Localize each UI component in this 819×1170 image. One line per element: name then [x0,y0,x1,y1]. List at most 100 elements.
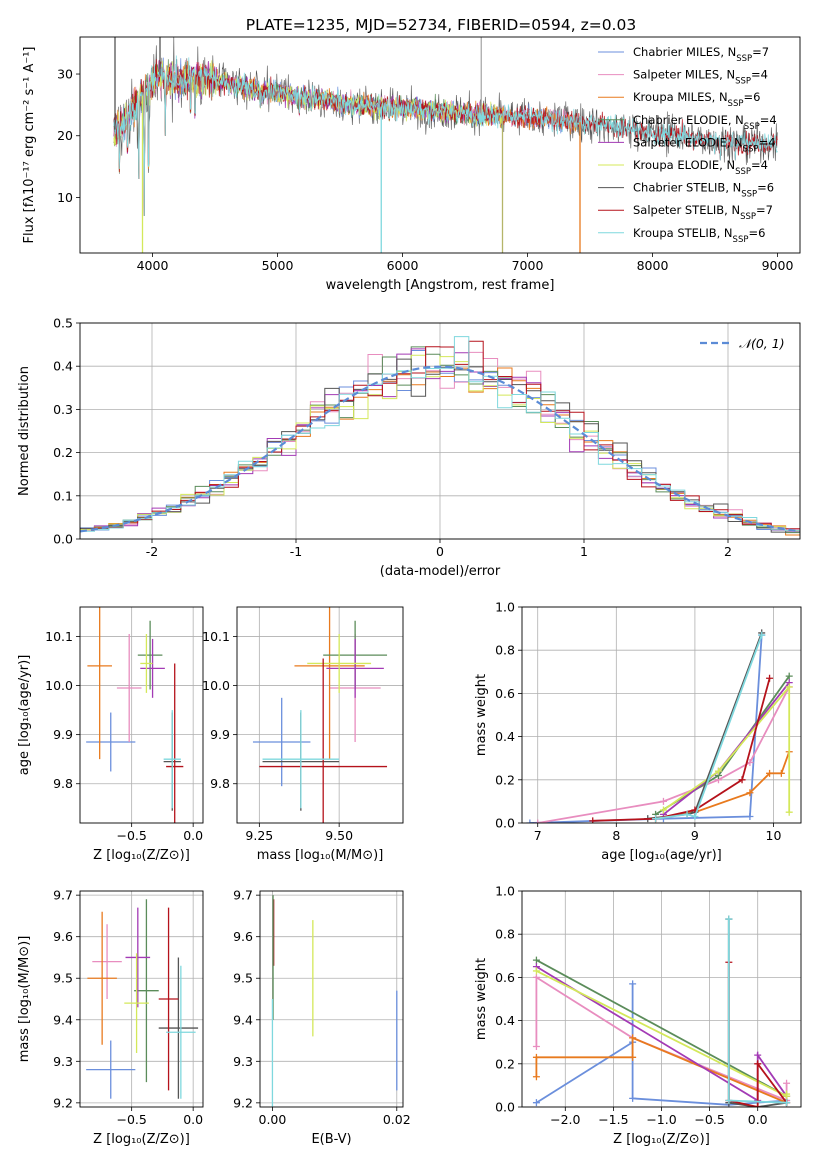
y-tick-label: 0.2 [495,772,515,787]
x-tick-label: 4000 [137,258,169,273]
panel-mass-vs-extinction: 0.00 0.02 9.2 9.3 9.4 9.5 9.6 9.7 E(B-V) [233,888,411,1147]
data-point [746,813,754,821]
errorbar-salpeter-stelib [166,663,184,823]
y-tick-label: 9.4 [233,1012,253,1027]
y-tick-label: 1.0 [495,884,515,899]
data-point [777,769,785,777]
y-axis-label: Flux [fλ10⁻¹⁷ erg cm⁻² s⁻¹ A⁻¹] [22,47,37,244]
y-axis-label: mass weight [474,674,489,756]
y-tick-label: 0.4 [495,729,515,744]
legend-count: =4 [751,158,768,172]
x-tick-label: 0.0 [748,1112,768,1127]
errorbar-salpeter-elodie [140,638,165,698]
axes-frame [79,322,801,540]
series-line [655,675,790,816]
legend-entry: Kroupa MILES, NSSP=6 [633,90,760,109]
x-tick-label: 7 [534,828,542,843]
y-tick-label: 0.2 [495,1056,515,1071]
legend-entry: Kroupa STELIB, NSSP=6 [633,226,765,245]
data-point [629,1053,637,1061]
legend-label: Kroupa STELIB, N [633,226,733,240]
x-tick-label: 9.50 [325,828,353,843]
data-point [532,1053,540,1061]
x-tick-label: 0 [436,544,444,559]
y-tick-label: 9.9 [53,727,73,742]
data-point [766,674,774,682]
data-point [758,631,766,639]
panel-age-vs-mass: 9.25 9.50 9.8 9.9 10.0 10.1 mass [log₁₀(M/M⊙)] [202,606,404,863]
errorbar-chabrier-miles [252,697,311,787]
y-tick-label: 9.5 [53,971,73,986]
x-tick-label: 7000 [512,258,544,273]
y-axis-label: Normed distribution [17,366,32,496]
spectrum-series-kroupa-stelib [113,55,778,217]
legend-label: Chabrier STELIB, N [633,181,741,195]
errorbar-salpeter-elodie [326,638,384,698]
grid [522,890,801,1108]
y-tick-label: 9.6 [233,929,253,944]
data-point [738,776,746,784]
data-point [532,956,540,964]
axes-frame [79,606,204,824]
x-tick-label: −2.0 [550,1112,580,1127]
y-tick-label: 10.0 [45,678,73,693]
x-axis-label: mass [log₁₀(M/M⊙)] [257,848,384,863]
data-point [783,1079,791,1087]
legend-count: =7 [756,203,773,217]
legend-entry: Kroupa ELODIE, NSSP=4 [633,158,768,177]
data-point [629,1034,637,1042]
legend-subscript: SSP [735,77,751,87]
legend-entry: Salpeter MILES, NSSP=4 [633,68,768,87]
y-tick-label: 0.0 [495,816,515,831]
errorbar-salpeter-miles [116,634,142,742]
y-tick-label: 9.8 [53,776,73,791]
y-tick-label: 0.4 [53,359,73,374]
x-tick-label: −1.5 [598,1112,628,1127]
histogram-kroupa-stelib [80,336,800,534]
data-point [783,1090,791,1098]
x-tick-label: 5000 [262,258,294,273]
data-point [629,980,637,988]
plot-area [252,607,388,823]
y-axis-label: mass [log₁₀(M/M⊙)] [17,936,32,1063]
x-axis-label: age [log₁₀(age/yr)] [601,848,722,863]
series-kroupa-miles [652,748,793,823]
errorbar-chabrier-miles [86,1040,136,1099]
legend-entry: Salpeter STELIB, NSSP=7 [633,203,773,222]
errorbar-kroupa-miles [294,607,365,760]
data-point [532,1043,540,1051]
y-tick-label: 0.4 [495,1013,515,1028]
plot-area [113,37,778,253]
data-point [785,683,793,691]
data-point [783,1099,791,1107]
errorbar-kroupa-stelib [262,710,340,809]
data-point [532,973,540,981]
legend-entry: 𝒩(0, 1) [739,336,785,351]
legend-count: =6 [757,181,774,195]
plot-area [271,895,398,1107]
y-tick-label: 9.4 [53,1012,73,1027]
series-kroupa-elodie [659,683,793,816]
y-tick-label: 0.8 [495,643,515,658]
panel-spectrum: 4000 5000 6000 7000 8000 9000 10 20 30 wavelength… [22,36,801,293]
data-point [659,806,667,814]
legend-subscript: SSP [743,144,759,154]
errorbar-kroupa-miles [87,607,112,760]
errorbar-kroupa-stelib [163,710,181,809]
errorbar-salpeter-miles [92,924,122,999]
series-chabrier-miles [526,631,766,823]
data-point [714,767,722,775]
x-axis-label: E(B-V) [311,1132,351,1147]
legend-entry: Chabrier STELIB, NSSP=6 [633,181,774,200]
series-salpeter-stelib [589,674,774,823]
legend-subscript: SSP [733,235,749,245]
x-tick-label: −0.5 [694,1112,724,1127]
legend-entry: Chabrier ELODIE, NSSP=4 [633,113,777,132]
axes-frame [236,606,404,824]
y-tick-label: 0.5 [53,316,73,331]
data-point [691,813,699,821]
series-kroupa-elodie [532,967,791,1100]
data-point [683,810,691,818]
y-axis-label: mass weight [474,958,489,1040]
data-point [754,1060,762,1068]
